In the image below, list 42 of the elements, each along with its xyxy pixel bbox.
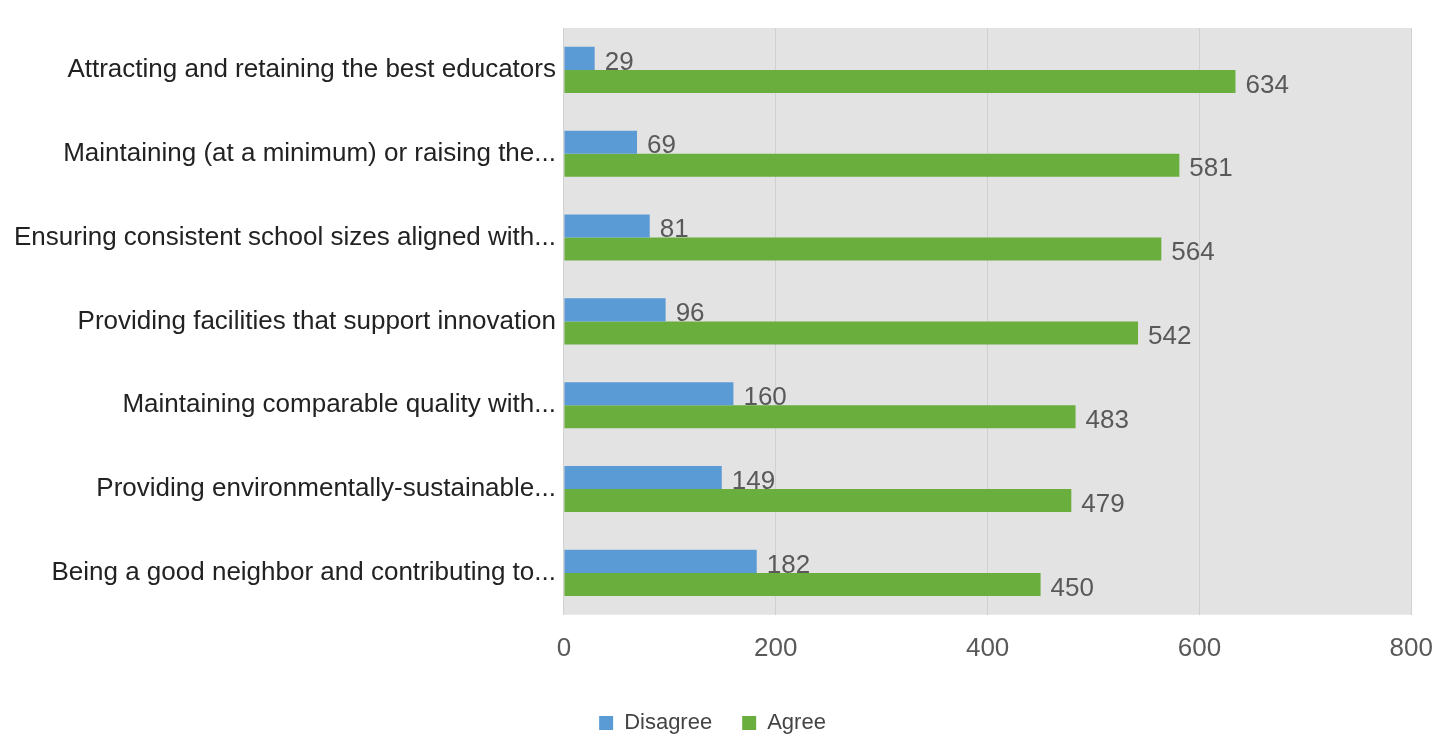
bar [564, 489, 1072, 513]
bar [564, 405, 1076, 429]
y-tick-label: Maintaining (at a minimum) or raising the... [63, 136, 556, 167]
x-tick-label: 600 [1177, 631, 1222, 662]
data-label: 81 [659, 213, 689, 244]
bar [564, 549, 757, 573]
bar [564, 130, 638, 154]
y-tick-label: Providing facilities that support innovation [77, 304, 556, 335]
y-tick-label: Maintaining comparable quality with... [122, 388, 556, 419]
data-label: 29 [604, 45, 634, 76]
data-label: 160 [743, 380, 787, 411]
data-label: 542 [1148, 320, 1192, 351]
x-tick-label: 800 [1389, 631, 1434, 662]
bar [564, 214, 650, 238]
bar [564, 321, 1139, 345]
y-tick-label: Ensuring consistent school sizes aligned with... [14, 220, 556, 251]
data-label: 483 [1085, 403, 1129, 434]
data-label: 564 [1171, 236, 1215, 267]
x-tick-label: 200 [754, 631, 798, 662]
data-label: 182 [766, 548, 811, 579]
x-tick-label: 0 [556, 631, 572, 662]
bar [564, 237, 1162, 261]
bar [564, 69, 1236, 93]
y-tick-label: Being a good neighbor and contributing to... [51, 556, 556, 587]
bar [564, 572, 1041, 596]
bar [564, 298, 666, 322]
data-label: 69 [647, 129, 676, 160]
data-label: 450 [1050, 571, 1094, 602]
y-tick-label: Attracting and retaining the best educators [67, 53, 556, 84]
data-label: 149 [731, 464, 776, 495]
bar [564, 466, 722, 490]
y-tick-label: Providing environmentally-sustainable... [96, 472, 556, 503]
bar [564, 153, 1180, 177]
legend-label: Disagree [624, 709, 713, 735]
legend-label: Agree [767, 709, 826, 735]
data-label: 634 [1245, 68, 1289, 99]
bar [564, 382, 734, 406]
data-label: 479 [1081, 487, 1125, 518]
data-label: 96 [675, 297, 705, 328]
bar [564, 46, 595, 70]
data-label: 581 [1189, 152, 1233, 183]
x-tick-label: 400 [965, 631, 1010, 662]
